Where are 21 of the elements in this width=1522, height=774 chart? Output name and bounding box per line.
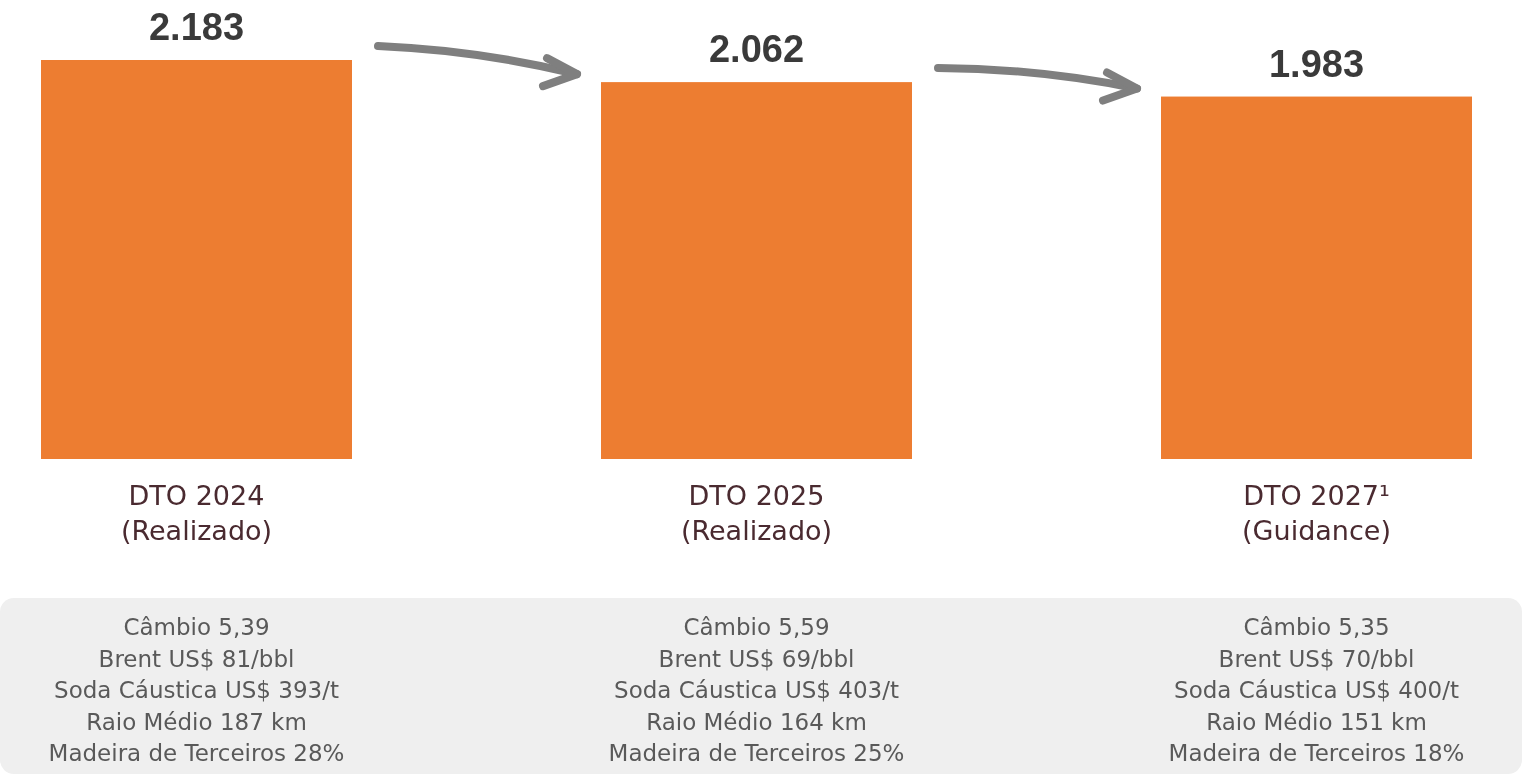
x-tick-label: DTO 2024 (Realizado) — [120, 480, 273, 546]
text: Soda Cáustica US$ 403/t — [614, 677, 899, 703]
text: Brent US$ 81/bbl — [98, 645, 295, 672]
data-label: 2.183 — [148, 6, 245, 48]
text: Brent US$ 69/bbl — [658, 645, 855, 672]
text: Madeira de Terceiros 28% — [48, 740, 345, 766]
data-label: 1.983 — [1268, 42, 1365, 85]
text: Brent US$ 70/bbl — [1218, 645, 1415, 672]
text: Madeira de Terceiros 25% — [608, 740, 905, 766]
text: Soda Cáustica US$ 393/t — [54, 677, 339, 703]
text: Raio Médio 151 km — [1206, 708, 1427, 735]
text: Câmbio 5,35 — [1243, 614, 1390, 640]
text: Madeira de Terceiros 18% — [1168, 740, 1465, 766]
text: Soda Cáustica US$ 400/t — [1174, 677, 1459, 703]
text: Raio Médio 164 km — [646, 708, 867, 735]
text: Câmbio 5,59 — [683, 614, 830, 640]
x-tick-label: DTO 2027¹ (Guidance) — [1242, 480, 1391, 546]
text: Raio Médio 187 km — [86, 708, 307, 735]
x-tick-label: DTO 2025 (Realizado) — [680, 480, 833, 546]
text: Câmbio 5,39 — [123, 614, 270, 640]
data-label: 2.062 — [708, 28, 805, 71]
